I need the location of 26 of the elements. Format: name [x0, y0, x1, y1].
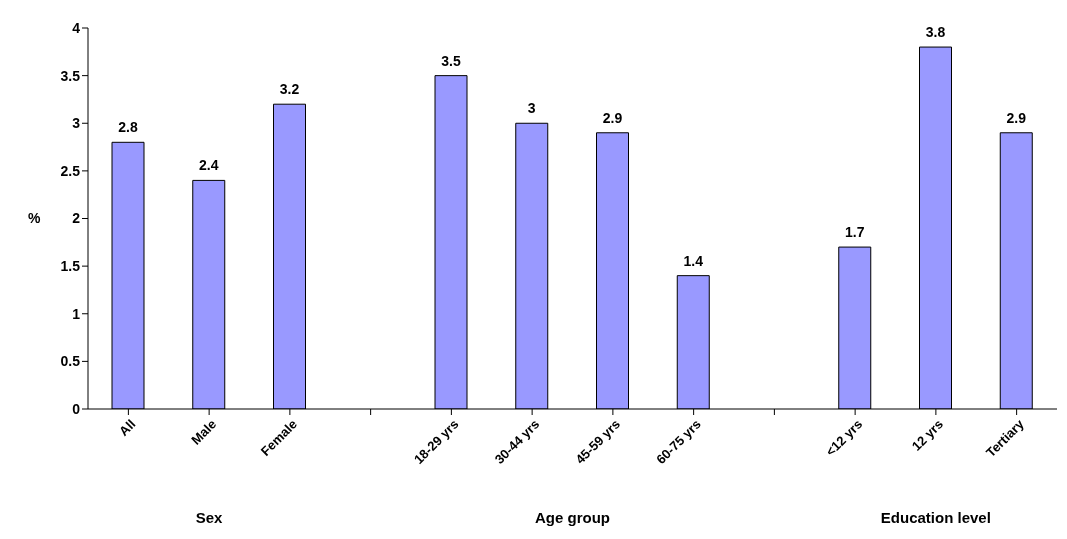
y-tick-label: 0.5 [60, 353, 81, 370]
text: Age group [534, 509, 611, 526]
y-tick-label: 0 [72, 400, 81, 417]
y-tick-label: 3 [72, 115, 81, 132]
y-tick-label: 4 [72, 19, 81, 36]
data-label: 3.2 [279, 81, 300, 98]
data-label: 2.4 [199, 157, 219, 174]
y-axis-title: % [28, 210, 41, 227]
data-label: 2.9 [602, 109, 623, 126]
y-tick-label: 3.5 [60, 67, 81, 84]
data-label: 2.9 [1006, 109, 1027, 126]
data-label: 3.8 [925, 24, 946, 41]
data-label: 3.5 [441, 52, 461, 69]
data-label: 1.4 [683, 252, 704, 269]
data-label: 1.7 [845, 224, 865, 241]
text: Education level [879, 509, 992, 526]
text: Sex [194, 509, 224, 526]
x-tick-label: <12 yrs [822, 416, 866, 460]
x-tick-label: 12 yrs [908, 416, 946, 454]
data-label: 3 [527, 100, 536, 117]
y-tick-label: 1.5 [60, 258, 81, 275]
y-tick-label: 1 [72, 305, 81, 322]
y-tick-label: 2 [72, 210, 81, 227]
x-tick-label: All [116, 416, 139, 439]
y-tick-label: 2.5 [60, 162, 81, 179]
data-label: 2.8 [118, 119, 138, 136]
